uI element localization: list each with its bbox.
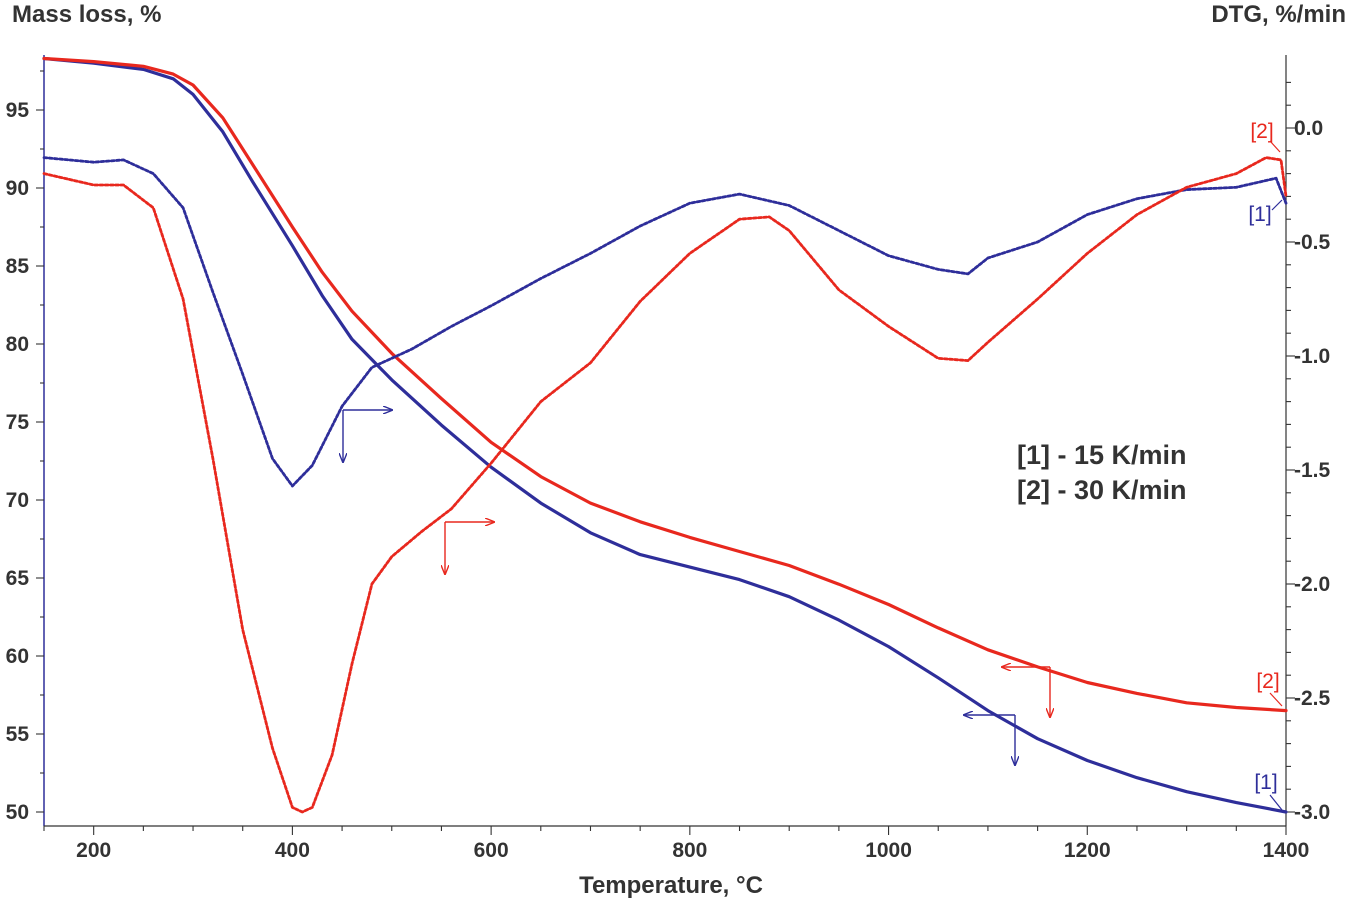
x-tick-label: 200 <box>76 839 111 862</box>
left-tick-label: 95 <box>6 99 30 122</box>
series-dtg-1-line <box>42 156 1288 488</box>
right-tick-label: -1.5 <box>1294 459 1331 482</box>
mass1-arrow-icon <box>964 715 1015 765</box>
right-tick-label: -3.0 <box>1294 801 1330 824</box>
tag-mass1: [1] <box>1254 771 1277 794</box>
series-mass-2-line <box>42 56 1288 713</box>
mass2-arrow-icon <box>1002 667 1050 717</box>
tick-labels: 200 400 600 800 1000 1200 1400 50 55 60 65 70 75 80 85… <box>6 99 1331 862</box>
right-tick-label: -2.5 <box>1294 687 1331 710</box>
legend-entry-1: [1] - 15 K/min <box>1017 440 1187 470</box>
left-tick-label: 80 <box>6 333 29 356</box>
left-tick-label: 65 <box>6 567 30 590</box>
left-tick-label: 50 <box>6 801 29 824</box>
legend-entry-2: [2] - 30 K/min <box>1017 475 1187 505</box>
tag-dtg1: [1] <box>1248 203 1271 226</box>
right-tick-label: -1.0 <box>1294 345 1330 368</box>
tag-mass2: [2] <box>1256 670 1279 693</box>
left-tick-label: 70 <box>6 489 29 512</box>
series-layer <box>42 56 1288 814</box>
left-axis-title: Mass loss, % <box>12 1 161 28</box>
tag-dtg2: [2] <box>1250 120 1273 143</box>
x-tick-label: 1200 <box>1064 839 1111 862</box>
x-tick-label: 1000 <box>865 839 912 862</box>
x-tick-label: 1400 <box>1263 839 1310 862</box>
dtg1-arrow-icon <box>343 410 392 462</box>
x-tick-label: 800 <box>672 839 707 862</box>
tick-marks <box>36 70 1295 835</box>
legend: [1] - 15 K/min [2] - 30 K/min <box>1017 440 1187 505</box>
x-tick-label: 400 <box>275 839 310 862</box>
x-axis-title: Temperature, °C <box>579 872 763 899</box>
dtg2-arrow-icon <box>445 522 494 574</box>
series-dtg-2-line <box>42 156 1288 814</box>
left-tick-label: 90 <box>6 177 29 200</box>
axis-indicator-arrows <box>343 410 1050 765</box>
curve-tags: [2] [1] [2] [1] <box>1248 120 1283 811</box>
right-tick-label: -0.5 <box>1294 231 1331 254</box>
left-tick-label: 75 <box>6 411 30 434</box>
left-tick-label: 85 <box>6 255 30 278</box>
right-tick-label: -2.0 <box>1294 573 1330 596</box>
x-tick-label: 600 <box>474 839 509 862</box>
left-tick-label: 60 <box>6 645 29 668</box>
right-tick-label: 0.0 <box>1294 117 1323 140</box>
right-axis-title: DTG, %/min <box>1211 1 1346 28</box>
left-tick-label: 55 <box>6 723 30 746</box>
series-mass-1-line <box>42 56 1288 814</box>
